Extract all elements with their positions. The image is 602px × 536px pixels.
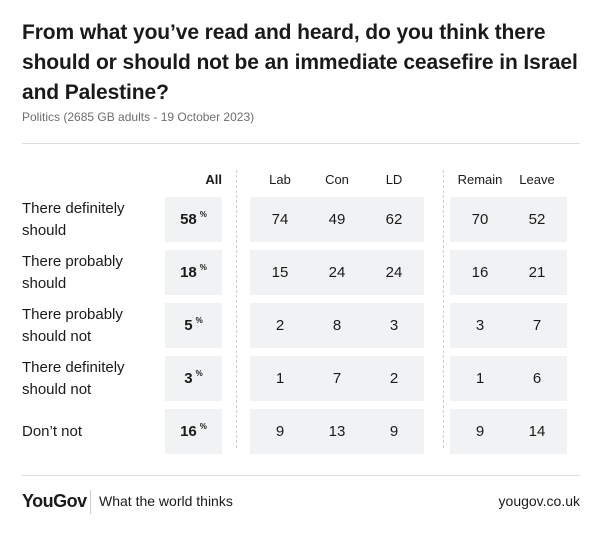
value-cell-remain: 9 — [450, 409, 510, 454]
value-cell-lab: 2 — [250, 303, 310, 348]
value-cell-leave: 52 — [507, 197, 567, 242]
value-cell-con: 24 — [307, 250, 367, 295]
column-header-ld: LD — [385, 172, 403, 187]
value-cell-ld: 24 — [364, 250, 424, 295]
footer-tagline: What the world thinks — [99, 493, 233, 509]
column-group-divider — [236, 170, 237, 448]
percent-sign: % — [195, 316, 203, 325]
value-cell-remain: 3 — [450, 303, 510, 348]
all-value: 3 — [184, 370, 193, 387]
row-label: There definitely should not — [22, 359, 125, 398]
value-cell-con: 13 — [307, 409, 367, 454]
value-cell-ld: 62 — [364, 197, 424, 242]
value-cell-lab: 74 — [250, 197, 310, 242]
column-header-lab: Lab — [269, 172, 291, 187]
value-cell-leave: 7 — [507, 303, 567, 348]
chart-title: From what you’ve read and heard, do you … — [22, 21, 578, 104]
column-header-con: Con — [325, 172, 349, 187]
value-cell-ld: 9 — [364, 409, 424, 454]
column-header-all: All — [205, 172, 222, 187]
bottom-divider — [22, 475, 580, 476]
value-cell-ld: 3 — [364, 303, 424, 348]
percent-sign: % — [199, 263, 207, 272]
all-value-cell: 3% — [165, 356, 222, 401]
value-cell-con: 49 — [307, 197, 367, 242]
footer-site-link[interactable]: yougov.co.uk — [498, 493, 580, 509]
column-group-divider — [443, 170, 444, 448]
value-cell-remain: 70 — [450, 197, 510, 242]
value-cell-con: 7 — [307, 356, 367, 401]
value-cell-con: 8 — [307, 303, 367, 348]
value-cell-remain: 16 — [450, 250, 510, 295]
value-cell-lab: 9 — [250, 409, 310, 454]
all-value: 16 — [180, 423, 197, 440]
row-label: There probably should — [22, 253, 123, 292]
value-cell-lab: 15 — [250, 250, 310, 295]
all-value: 18 — [180, 264, 197, 281]
value-cell-leave: 6 — [507, 356, 567, 401]
percent-sign: % — [199, 210, 207, 219]
top-divider — [22, 143, 580, 144]
all-value-cell: 58% — [165, 197, 222, 242]
all-value: 5 — [184, 317, 193, 334]
value-cell-leave: 21 — [507, 250, 567, 295]
percent-sign: % — [195, 369, 203, 378]
all-value-cell: 18% — [165, 250, 222, 295]
value-cell-remain: 1 — [450, 356, 510, 401]
column-header-remain: Remain — [457, 172, 503, 187]
column-header-leave: Leave — [519, 172, 555, 187]
footer-separator — [90, 490, 91, 514]
all-value: 58 — [180, 211, 197, 228]
yougov-logo: YouGov — [22, 491, 87, 511]
all-value-cell: 5% — [165, 303, 222, 348]
value-cell-ld: 2 — [364, 356, 424, 401]
row-label: There definitely should — [22, 200, 125, 239]
percent-sign: % — [199, 422, 207, 431]
value-cell-leave: 14 — [507, 409, 567, 454]
row-label: There probably should not — [22, 306, 123, 345]
chart-subtitle: Politics (2685 GB adults - 19 October 20… — [22, 110, 255, 124]
row-label: Don’t not — [22, 423, 83, 440]
all-value-cell: 16% — [165, 409, 222, 454]
value-cell-lab: 1 — [250, 356, 310, 401]
